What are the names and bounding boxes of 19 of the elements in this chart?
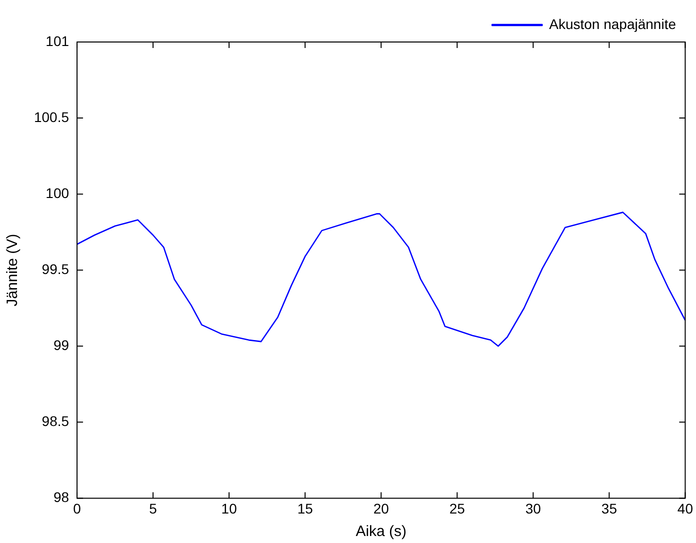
y-axis-title: Jännite (V) bbox=[4, 234, 22, 306]
legend-label: Akuston napajännite bbox=[549, 16, 676, 32]
y-tick-label: 99.5 bbox=[42, 260, 70, 277]
x-tick-label: 5 bbox=[149, 500, 158, 516]
x-tick-label: 25 bbox=[449, 500, 466, 516]
x-tick-label: 15 bbox=[297, 500, 314, 516]
x-tick-label: 20 bbox=[373, 500, 390, 516]
y-tick-label: 101 bbox=[46, 32, 70, 49]
x-tick-label: 0 bbox=[73, 500, 82, 516]
x-tick-label: 30 bbox=[525, 500, 542, 516]
y-tick-label: 98.5 bbox=[42, 413, 70, 430]
y-tick-label: 100.5 bbox=[34, 108, 70, 125]
x-axis-title: Aika (s) bbox=[356, 523, 407, 540]
x-tick-label: 40 bbox=[677, 500, 694, 516]
y-tick-label: 100 bbox=[46, 184, 70, 201]
x-tick-label: 10 bbox=[221, 500, 238, 516]
y-tick-label: 99 bbox=[53, 336, 70, 353]
x-tick-label: 35 bbox=[601, 500, 618, 516]
y-tick-label: 98 bbox=[53, 489, 70, 506]
